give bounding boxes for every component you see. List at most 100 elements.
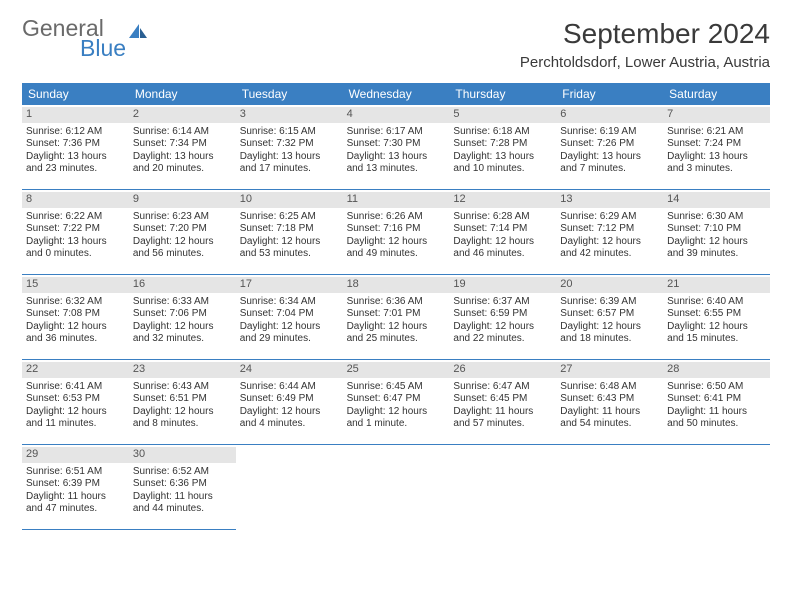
day-header: Sunday	[22, 83, 129, 105]
day-cell: 18Sunrise: 6:36 AMSunset: 7:01 PMDayligh…	[343, 275, 450, 360]
day-cell: 15Sunrise: 6:32 AMSunset: 7:08 PMDayligh…	[22, 275, 129, 360]
sunrise: Sunrise: 6:37 AM	[453, 296, 552, 309]
sunrise: Sunrise: 6:19 AM	[560, 126, 659, 139]
sunrise: Sunrise: 6:28 AM	[453, 211, 552, 224]
sunrise: Sunrise: 6:44 AM	[240, 381, 339, 394]
day-number: 16	[129, 277, 236, 293]
daylight-2: and 23 minutes.	[26, 163, 125, 176]
day-number: 28	[663, 362, 770, 378]
daylight-1: Daylight: 12 hours	[133, 236, 232, 249]
day-number: 19	[449, 277, 556, 293]
day-cell: 30Sunrise: 6:52 AMSunset: 6:36 PMDayligh…	[129, 445, 236, 530]
daylight-1: Daylight: 13 hours	[133, 151, 232, 164]
daylight-1: Daylight: 12 hours	[453, 321, 552, 334]
day-cell: 27Sunrise: 6:48 AMSunset: 6:43 PMDayligh…	[556, 360, 663, 445]
month-title: September 2024	[520, 18, 770, 50]
day-cell: 3Sunrise: 6:15 AMSunset: 7:32 PMDaylight…	[236, 105, 343, 190]
daylight-1: Daylight: 12 hours	[240, 236, 339, 249]
sunrise: Sunrise: 6:21 AM	[667, 126, 766, 139]
day-cell: 29Sunrise: 6:51 AMSunset: 6:39 PMDayligh…	[22, 445, 129, 530]
day-number: 27	[556, 362, 663, 378]
sunrise: Sunrise: 6:23 AM	[133, 211, 232, 224]
header: General Blue September 2024 Perchtoldsdo…	[22, 18, 770, 71]
sunrise: Sunrise: 6:45 AM	[347, 381, 446, 394]
day-cell: 12Sunrise: 6:28 AMSunset: 7:14 PMDayligh…	[449, 190, 556, 275]
sunrise: Sunrise: 6:17 AM	[347, 126, 446, 139]
day-cell-empty	[236, 445, 343, 530]
day-number: 10	[236, 192, 343, 208]
daylight-1: Daylight: 13 hours	[453, 151, 552, 164]
sunset: Sunset: 7:22 PM	[26, 223, 125, 236]
day-number: 4	[343, 107, 450, 123]
sunrise: Sunrise: 6:29 AM	[560, 211, 659, 224]
sunrise: Sunrise: 6:47 AM	[453, 381, 552, 394]
logo: General Blue	[22, 18, 149, 60]
day-cell-empty	[663, 445, 770, 530]
daylight-2: and 11 minutes.	[26, 418, 125, 431]
daylight-2: and 13 minutes.	[347, 163, 446, 176]
daylight-1: Daylight: 11 hours	[26, 491, 125, 504]
day-cell: 9Sunrise: 6:23 AMSunset: 7:20 PMDaylight…	[129, 190, 236, 275]
sunset: Sunset: 6:43 PM	[560, 393, 659, 406]
daylight-2: and 15 minutes.	[667, 333, 766, 346]
day-cell: 13Sunrise: 6:29 AMSunset: 7:12 PMDayligh…	[556, 190, 663, 275]
sunset: Sunset: 7:34 PM	[133, 138, 232, 151]
day-cell: 23Sunrise: 6:43 AMSunset: 6:51 PMDayligh…	[129, 360, 236, 445]
day-cell-empty	[556, 445, 663, 530]
daylight-2: and 46 minutes.	[453, 248, 552, 261]
sunset: Sunset: 7:12 PM	[560, 223, 659, 236]
daylight-1: Daylight: 12 hours	[240, 321, 339, 334]
day-number: 17	[236, 277, 343, 293]
daylight-1: Daylight: 13 hours	[240, 151, 339, 164]
daylight-2: and 36 minutes.	[26, 333, 125, 346]
daylight-1: Daylight: 11 hours	[133, 491, 232, 504]
sunset: Sunset: 6:41 PM	[667, 393, 766, 406]
day-cell: 6Sunrise: 6:19 AMSunset: 7:26 PMDaylight…	[556, 105, 663, 190]
daylight-1: Daylight: 12 hours	[667, 321, 766, 334]
daylight-1: Daylight: 13 hours	[347, 151, 446, 164]
sunset: Sunset: 6:49 PM	[240, 393, 339, 406]
sunset: Sunset: 7:28 PM	[453, 138, 552, 151]
sunset: Sunset: 7:01 PM	[347, 308, 446, 321]
day-cell: 19Sunrise: 6:37 AMSunset: 6:59 PMDayligh…	[449, 275, 556, 360]
day-cell: 22Sunrise: 6:41 AMSunset: 6:53 PMDayligh…	[22, 360, 129, 445]
day-cell: 24Sunrise: 6:44 AMSunset: 6:49 PMDayligh…	[236, 360, 343, 445]
location: Perchtoldsdorf, Lower Austria, Austria	[520, 54, 770, 71]
day-cell: 10Sunrise: 6:25 AMSunset: 7:18 PMDayligh…	[236, 190, 343, 275]
sunset: Sunset: 7:18 PM	[240, 223, 339, 236]
sunrise: Sunrise: 6:39 AM	[560, 296, 659, 309]
daylight-2: and 3 minutes.	[667, 163, 766, 176]
sunrise: Sunrise: 6:43 AM	[133, 381, 232, 394]
sunset: Sunset: 7:04 PM	[240, 308, 339, 321]
day-header: Wednesday	[343, 83, 450, 105]
sunrise: Sunrise: 6:18 AM	[453, 126, 552, 139]
day-number: 23	[129, 362, 236, 378]
day-cell: 26Sunrise: 6:47 AMSunset: 6:45 PMDayligh…	[449, 360, 556, 445]
sunrise: Sunrise: 6:36 AM	[347, 296, 446, 309]
daylight-1: Daylight: 12 hours	[26, 406, 125, 419]
day-cell: 14Sunrise: 6:30 AMSunset: 7:10 PMDayligh…	[663, 190, 770, 275]
sunrise: Sunrise: 6:51 AM	[26, 466, 125, 479]
sunset: Sunset: 7:06 PM	[133, 308, 232, 321]
day-header: Tuesday	[236, 83, 343, 105]
day-number: 21	[663, 277, 770, 293]
day-number: 26	[449, 362, 556, 378]
daylight-1: Daylight: 11 hours	[667, 406, 766, 419]
daylight-2: and 20 minutes.	[133, 163, 232, 176]
daylight-2: and 50 minutes.	[667, 418, 766, 431]
daylight-2: and 56 minutes.	[133, 248, 232, 261]
day-cell-empty	[343, 445, 450, 530]
daylight-2: and 7 minutes.	[560, 163, 659, 176]
day-cell-empty	[449, 445, 556, 530]
day-cell: 8Sunrise: 6:22 AMSunset: 7:22 PMDaylight…	[22, 190, 129, 275]
daylight-2: and 42 minutes.	[560, 248, 659, 261]
daylight-2: and 18 minutes.	[560, 333, 659, 346]
sunrise: Sunrise: 6:41 AM	[26, 381, 125, 394]
day-number: 3	[236, 107, 343, 123]
sunset: Sunset: 6:57 PM	[560, 308, 659, 321]
daylight-2: and 1 minute.	[347, 418, 446, 431]
sunrise: Sunrise: 6:48 AM	[560, 381, 659, 394]
daylight-2: and 32 minutes.	[133, 333, 232, 346]
sunset: Sunset: 6:51 PM	[133, 393, 232, 406]
daylight-2: and 54 minutes.	[560, 418, 659, 431]
